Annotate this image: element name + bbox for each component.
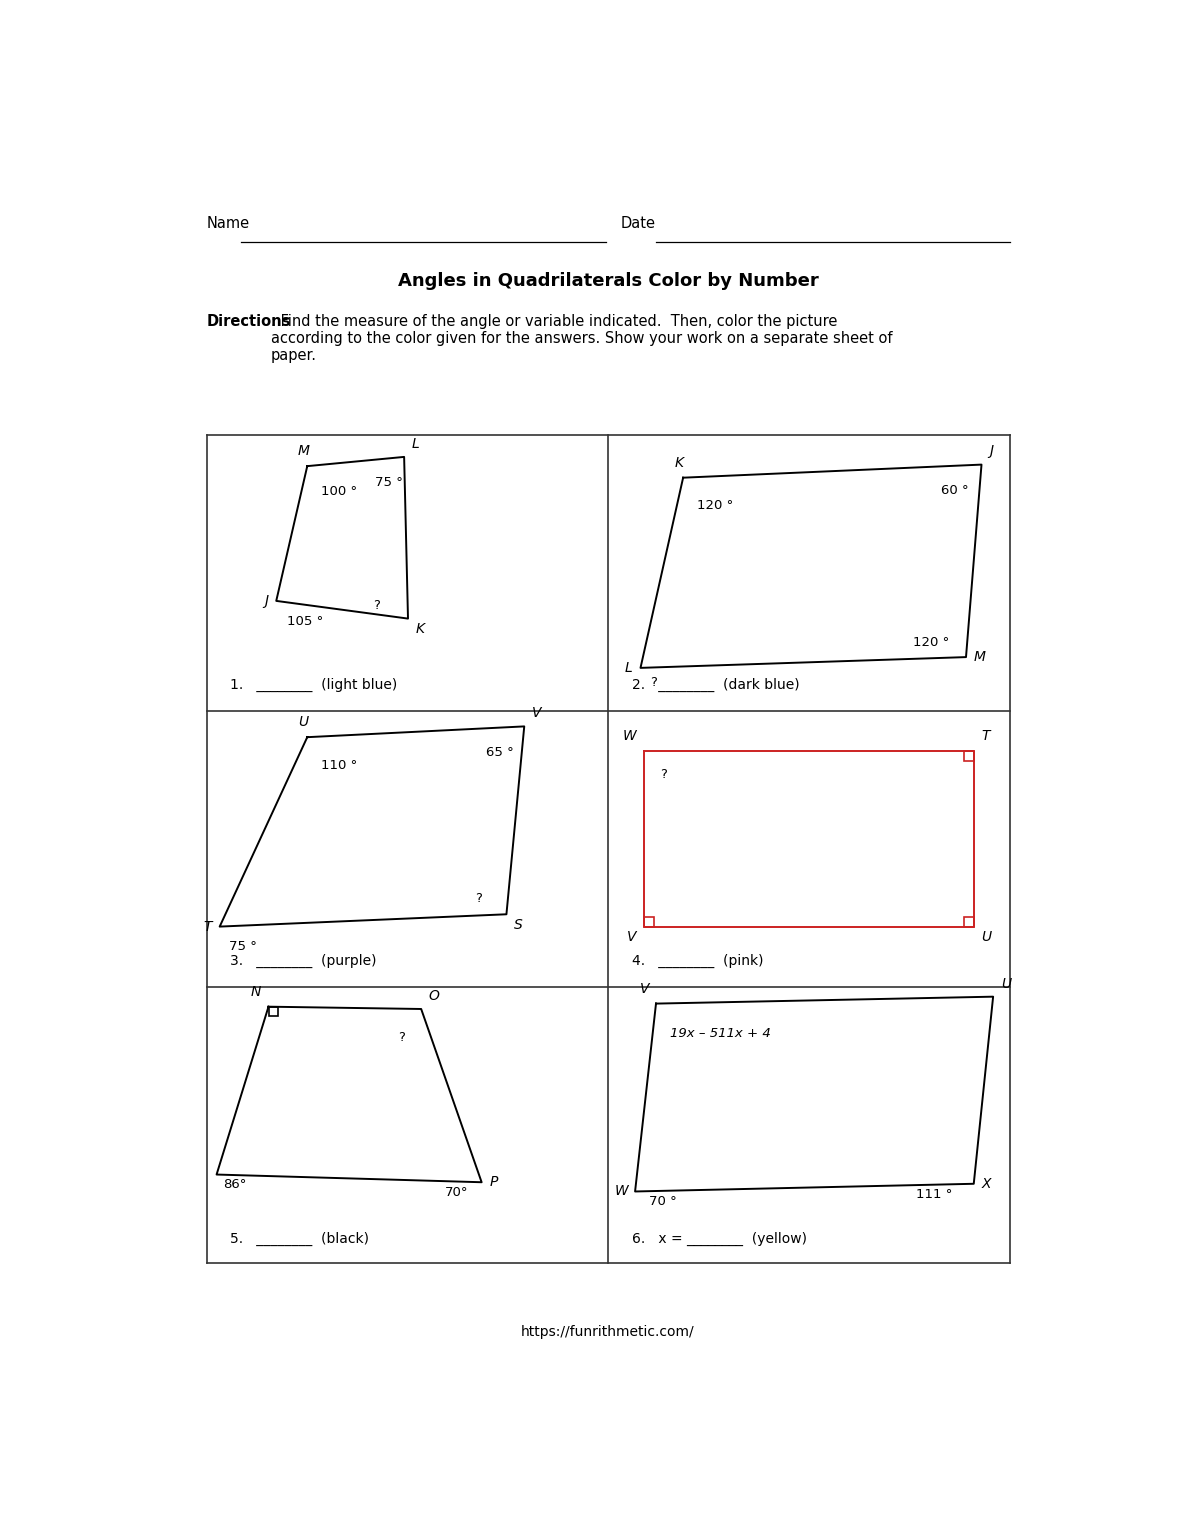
Text: J: J <box>265 594 268 608</box>
Text: J: J <box>989 444 994 458</box>
Text: N: N <box>250 985 261 998</box>
Text: 1.   ________  (light blue): 1. ________ (light blue) <box>230 677 396 693</box>
Text: 2.   ________  (dark blue): 2. ________ (dark blue) <box>631 677 799 693</box>
Text: 19x – 511x + 4: 19x – 511x + 4 <box>669 1026 770 1040</box>
Text: V: V <box>532 707 541 720</box>
Text: 75 °: 75 ° <box>229 940 256 954</box>
Text: 65 °: 65 ° <box>485 745 513 759</box>
Text: Name: Name <box>207 215 249 230</box>
Text: 86°: 86° <box>223 1178 246 1192</box>
Text: 70°: 70° <box>444 1186 468 1200</box>
Text: L: L <box>412 436 420 450</box>
Text: S: S <box>514 919 523 932</box>
Text: X: X <box>982 1177 991 1190</box>
Text: 6.   x = ________  (yellow): 6. x = ________ (yellow) <box>631 1232 807 1246</box>
Text: 70 °: 70 ° <box>649 1195 677 1209</box>
Text: https://funrithmetic.com/: https://funrithmetic.com/ <box>521 1326 694 1339</box>
Text: O: O <box>429 989 440 1003</box>
Text: Date: Date <box>621 215 656 230</box>
Text: ?: ? <box>660 768 667 780</box>
Text: ?: ? <box>398 1031 405 1043</box>
Text: 105 °: 105 ° <box>287 614 323 628</box>
Text: W: W <box>615 1184 629 1198</box>
Text: 5.   ________  (black): 5. ________ (black) <box>230 1232 369 1246</box>
Text: L: L <box>626 660 633 674</box>
Text: ?: ? <box>649 676 656 688</box>
Text: V: V <box>627 931 636 945</box>
Text: W: W <box>623 730 636 743</box>
Text: 60 °: 60 ° <box>941 484 969 496</box>
Text: M: M <box>298 444 310 458</box>
Text: U: U <box>298 716 309 730</box>
Text: K: K <box>415 622 425 636</box>
Text: Angles in Quadrilaterals Color by Number: Angles in Quadrilaterals Color by Number <box>398 272 818 290</box>
Text: U: U <box>1001 977 1011 991</box>
Text: T: T <box>203 920 212 934</box>
Text: T: T <box>982 730 990 743</box>
Text: Directions: Directions <box>207 313 291 329</box>
Text: : Find the measure of the angle or variable indicated.  Then, color the picture
: : Find the measure of the angle or varia… <box>271 313 893 364</box>
Text: V: V <box>640 982 649 995</box>
Text: 120 °: 120 ° <box>913 636 950 650</box>
Text: 75 °: 75 ° <box>375 476 402 488</box>
Text: ?: ? <box>373 599 380 613</box>
Text: 110 °: 110 ° <box>322 759 357 771</box>
Text: 4.   ________  (pink): 4. ________ (pink) <box>631 954 763 968</box>
Text: 3.   ________  (purple): 3. ________ (purple) <box>230 954 376 968</box>
Text: M: M <box>973 650 985 664</box>
Text: 111 °: 111 ° <box>915 1187 952 1201</box>
Text: U: U <box>982 931 991 945</box>
Text: 120 °: 120 ° <box>697 499 734 511</box>
Text: 100 °: 100 ° <box>322 485 357 498</box>
Text: P: P <box>489 1175 497 1189</box>
Text: K: K <box>674 456 684 470</box>
Text: ?: ? <box>476 892 482 905</box>
